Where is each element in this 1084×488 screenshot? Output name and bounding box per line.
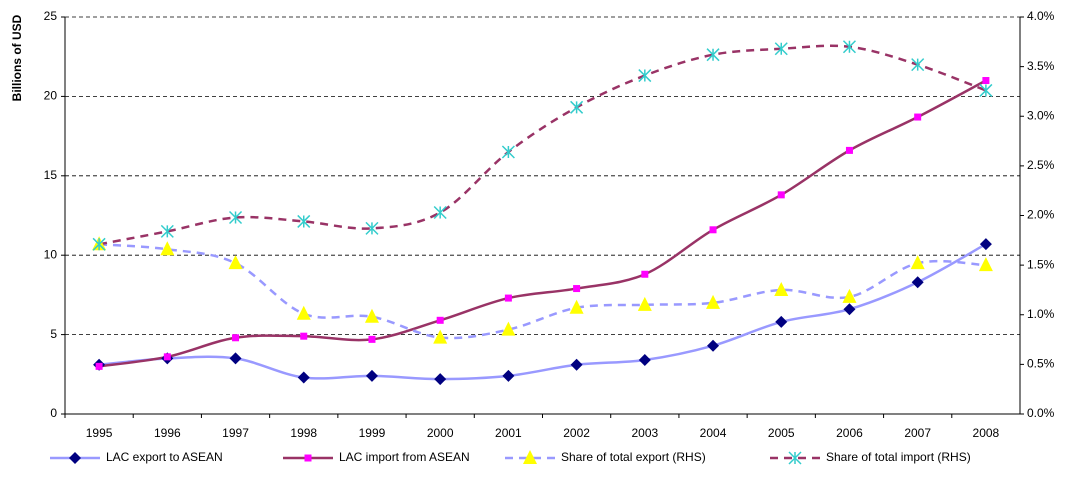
marker	[637, 296, 652, 311]
legend-label: LAC import from ASEAN	[339, 450, 470, 464]
y2-tick-label: 1.5%	[1027, 257, 1055, 271]
marker	[570, 100, 584, 114]
marker	[232, 334, 240, 342]
marker	[436, 316, 444, 324]
x-tick-label: 1997	[222, 426, 249, 440]
marker	[69, 452, 81, 464]
y-tick-label: 0	[50, 406, 57, 420]
y-tick-label: 25	[44, 9, 58, 23]
marker	[304, 454, 312, 462]
marker	[843, 303, 856, 316]
y-tick-label: 15	[44, 168, 58, 182]
marker	[638, 354, 651, 367]
marker	[914, 113, 922, 121]
series-line	[98, 79, 987, 368]
x-tick-label: 2000	[427, 426, 454, 440]
series-line	[98, 242, 987, 381]
x-tick-label: 1999	[359, 426, 386, 440]
marker	[978, 257, 993, 272]
x-tick-label: 2006	[836, 426, 863, 440]
marker	[707, 339, 720, 352]
marker	[569, 299, 584, 314]
y2-tick-label: 2.0%	[1027, 208, 1055, 222]
marker	[163, 353, 171, 361]
marker	[842, 288, 857, 303]
marker	[434, 373, 447, 386]
x-tick-label: 1996	[154, 426, 181, 440]
x-tick-label: 1995	[86, 426, 113, 440]
y2-tick-label: 1.0%	[1027, 307, 1055, 321]
marker	[845, 146, 853, 154]
marker	[641, 270, 649, 278]
y-tick-label: 5	[50, 327, 57, 341]
marker	[501, 321, 516, 336]
marker	[296, 305, 311, 320]
marker	[365, 369, 378, 382]
marker	[774, 42, 788, 56]
marker	[229, 352, 242, 365]
x-tick-label: 2005	[768, 426, 795, 440]
marker	[788, 451, 802, 465]
legend-label: Share of total export (RHS)	[561, 450, 706, 464]
marker	[501, 145, 515, 159]
marker	[504, 294, 512, 302]
x-tick-label: 2003	[631, 426, 658, 440]
marker	[706, 294, 721, 309]
marker	[910, 255, 925, 270]
marker	[638, 69, 652, 83]
y2-tick-label: 0.5%	[1027, 357, 1055, 371]
marker	[300, 332, 308, 340]
marker	[911, 58, 925, 72]
y2-tick-label: 2.5%	[1027, 158, 1055, 172]
marker	[979, 238, 992, 251]
x-tick-label: 2007	[904, 426, 931, 440]
legend-label: Share of total import (RHS)	[826, 450, 971, 464]
marker	[364, 308, 379, 323]
marker	[706, 48, 720, 62]
marker	[95, 362, 103, 370]
x-tick-label: 2004	[700, 426, 727, 440]
marker	[92, 237, 106, 251]
marker	[777, 191, 785, 199]
y2-tick-label: 0.0%	[1027, 406, 1055, 420]
marker	[433, 205, 447, 220]
marker	[502, 369, 515, 382]
x-tick-label: 2001	[495, 426, 522, 440]
marker	[160, 224, 174, 238]
marker	[297, 371, 310, 384]
legend-label: LAC export to ASEAN	[106, 450, 223, 464]
marker	[573, 285, 581, 293]
marker	[709, 226, 717, 234]
marker	[570, 358, 583, 371]
x-tick-label: 2008	[973, 426, 1000, 440]
marker	[433, 329, 448, 344]
marker	[982, 77, 990, 85]
marker	[365, 221, 379, 235]
y2-tick-label: 4.0%	[1027, 9, 1055, 23]
y-axis-title: Billions of USD	[10, 14, 24, 101]
marker	[774, 281, 789, 296]
marker	[229, 210, 243, 225]
marker	[842, 40, 856, 54]
marker	[228, 255, 243, 270]
marker	[523, 450, 537, 464]
marker	[368, 335, 376, 343]
y-tick-label: 10	[44, 247, 58, 261]
marker	[979, 83, 993, 97]
x-tick-label: 2002	[563, 426, 590, 440]
marker	[775, 315, 788, 328]
y-tick-label: 20	[44, 89, 58, 103]
series-line	[99, 243, 986, 340]
y2-tick-label: 3.0%	[1027, 108, 1055, 122]
x-tick-label: 1998	[290, 426, 317, 440]
y2-tick-label: 3.5%	[1027, 59, 1055, 73]
marker	[160, 241, 175, 256]
marker	[911, 276, 924, 289]
series-line	[98, 44, 987, 246]
marker	[297, 214, 311, 228]
